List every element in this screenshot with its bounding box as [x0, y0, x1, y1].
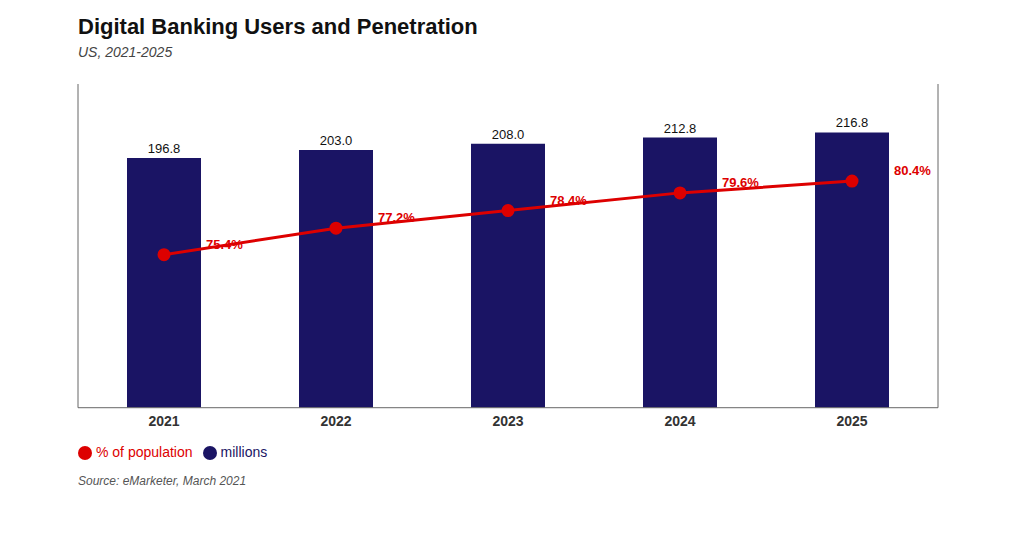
svg-text:2023: 2023: [492, 413, 523, 429]
svg-text:208.0: 208.0: [492, 127, 525, 142]
svg-text:78.4%: 78.4%: [550, 193, 587, 208]
svg-text:80.4%: 80.4%: [894, 163, 931, 178]
html-text:millions: millions: [220, 443, 268, 460]
svg-text:216.8: 216.8: [836, 115, 869, 130]
svg-text:2021: 2021: [148, 413, 179, 429]
svg-text:2025: 2025: [836, 413, 867, 429]
svg-text:2024: 2024: [664, 413, 695, 429]
svg-text:203.0: 203.0: [320, 133, 353, 148]
html-text:Digital Banking Users and Pene: Digital Banking Users and Penetration: [78, 14, 478, 39]
svg-text:212.8: 212.8: [664, 121, 697, 136]
svg-text:75.4%: 75.4%: [206, 237, 243, 252]
svg-text:79.6%: 79.6%: [722, 175, 759, 190]
svg-text:196.8: 196.8: [148, 141, 181, 156]
svg-text:2022: 2022: [320, 413, 351, 429]
svg-text:77.2%: 77.2%: [378, 210, 415, 225]
html-text:Source: eMarketer, March 2021: Source: eMarketer, March 2021: [78, 474, 247, 488]
html-text:% of population: % of population: [96, 443, 193, 460]
html-text:US, 2021-2025: US, 2021-2025: [78, 44, 173, 60]
